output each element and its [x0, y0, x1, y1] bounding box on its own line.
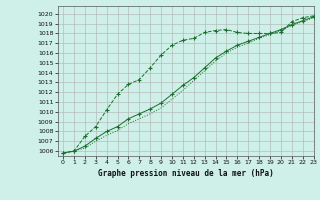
- X-axis label: Graphe pression niveau de la mer (hPa): Graphe pression niveau de la mer (hPa): [98, 169, 274, 178]
